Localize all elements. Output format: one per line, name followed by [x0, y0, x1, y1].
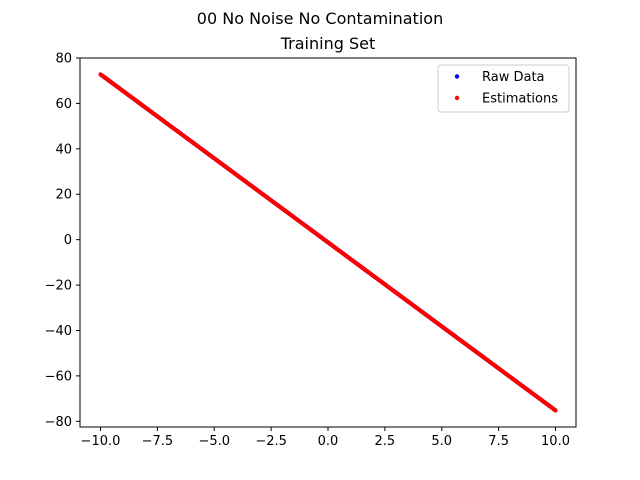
y-tick-label: 40: [55, 142, 72, 157]
y-tick-label: −80: [45, 415, 72, 430]
x-tick-label: −7.5: [142, 434, 174, 449]
x-tick-label: −2.5: [255, 434, 287, 449]
series-estimations: [98, 72, 558, 413]
x-axis-ticks: −10.0 −7.5 −5.0 −2.5 0.0 2.5 5.0 7.5 10.0: [81, 427, 570, 449]
legend-marker-estimations: [454, 95, 460, 101]
x-tick-label: 10.0: [541, 434, 570, 449]
y-tick-label: −40: [45, 324, 72, 339]
plot-area: [79, 57, 577, 428]
y-tick-label: −60: [45, 369, 72, 384]
x-tick-label: 0.0: [318, 434, 339, 449]
y-tick-label: 80: [55, 52, 72, 67]
x-tick-label: −5.0: [198, 434, 230, 449]
y-tick-label: 0: [64, 233, 72, 248]
y-tick-label: 60: [55, 97, 72, 112]
data-point: [553, 408, 558, 413]
x-tick-label: 7.5: [488, 434, 509, 449]
axes-title: Training Set: [280, 34, 376, 53]
legend-marker-raw-data: [454, 74, 460, 79]
legend-label-estimations: Estimations: [482, 92, 558, 107]
x-tick-label: 5.0: [431, 434, 452, 449]
x-tick-label: 2.5: [375, 434, 396, 449]
y-axis-ticks: −80 −60 −40 −20 0 20 40 60 80: [45, 52, 80, 430]
x-tick-label: −10.0: [81, 434, 121, 449]
legend-frame: [437, 64, 570, 113]
legend: Raw Data Estimations: [437, 64, 570, 113]
figure-suptitle: 00 No Noise No Contamination: [197, 9, 443, 28]
y-tick-label: 20: [55, 188, 72, 203]
y-tick-label: −20: [45, 279, 72, 294]
scatter-points: [98, 72, 558, 413]
legend-label-raw-data: Raw Data: [482, 70, 545, 85]
